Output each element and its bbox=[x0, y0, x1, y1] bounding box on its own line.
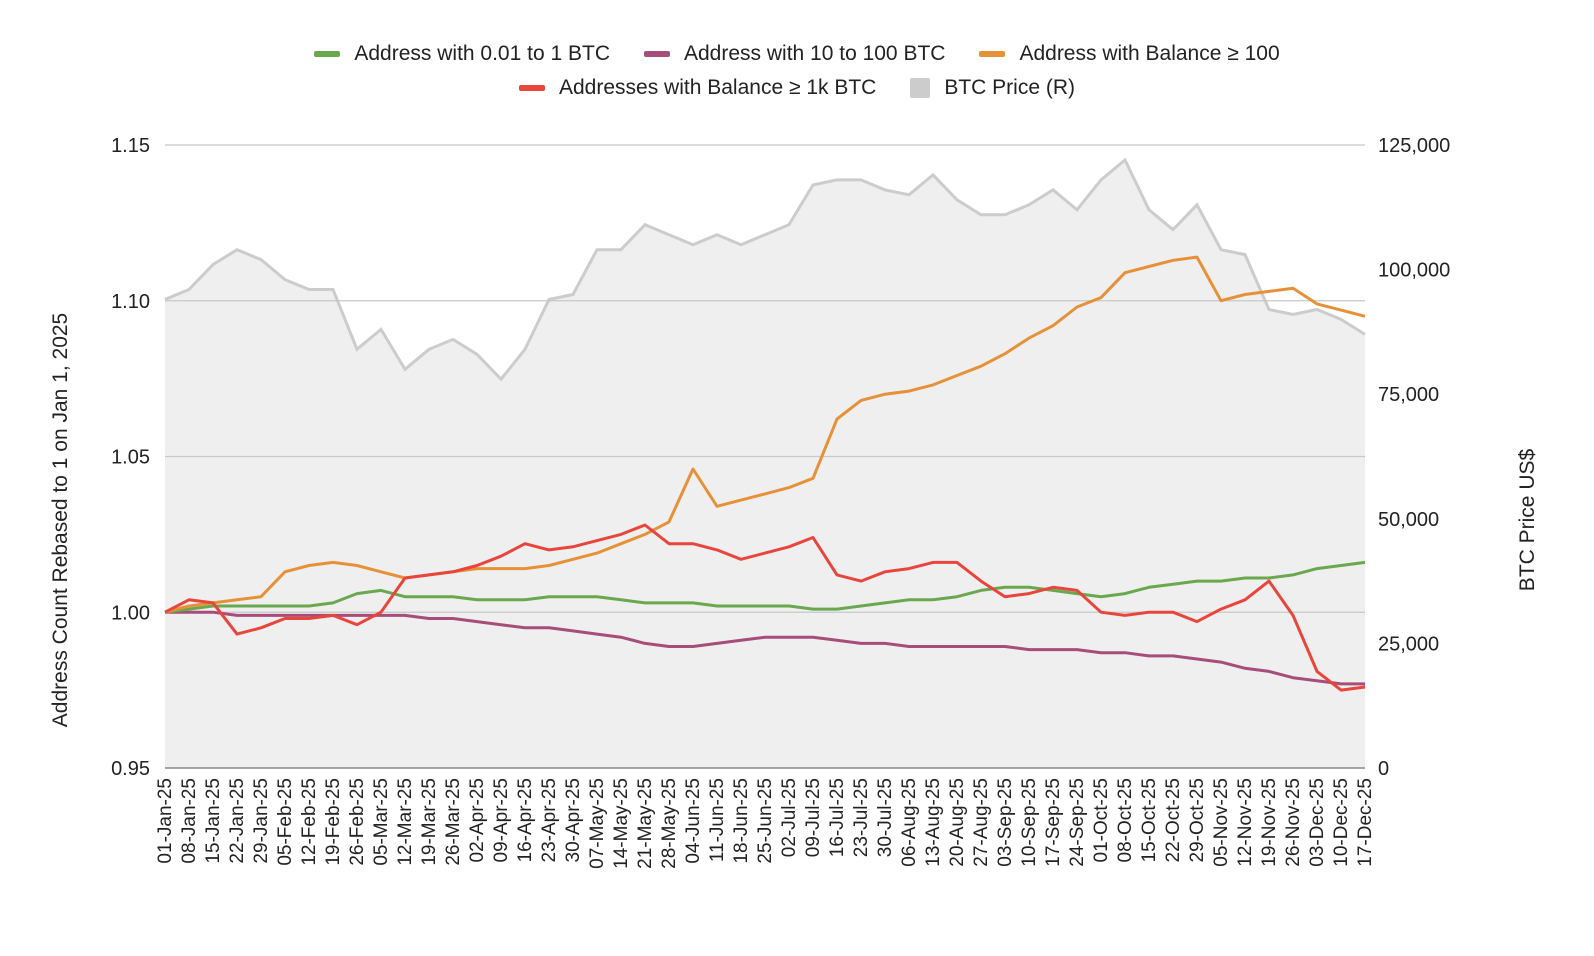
x-tick-label: 17-Dec-25 bbox=[1355, 778, 1376, 867]
x-tick-label: 23-Apr-25 bbox=[539, 778, 560, 863]
legend-item-btc-price: BTC Price (R) bbox=[910, 76, 1075, 100]
right-tick-label: 50,000 bbox=[1378, 509, 1439, 531]
right-axis-ticks: 0 25,000 50,000 75,000 100,000 125,000 bbox=[1378, 135, 1450, 780]
legend-swatch-mid-holders bbox=[643, 51, 670, 57]
x-tick-label: 25-Jun-25 bbox=[755, 778, 776, 864]
x-tick-label: 12-Nov-25 bbox=[1235, 778, 1256, 867]
x-tick-label: 19-Nov-25 bbox=[1259, 778, 1280, 867]
x-tick-label: 24-Sep-25 bbox=[1067, 778, 1088, 867]
legend: Address with 0.01 to 1 BTC Address with … bbox=[0, 42, 1594, 110]
btc-price-line bbox=[164, 157, 1366, 382]
x-tick-label: 08-Jan-25 bbox=[179, 778, 200, 864]
legend-label-btc-price: BTC Price (R) bbox=[944, 76, 1075, 99]
x-axis-ticks: 01-Jan-25 08-Jan-25 15-Jan-25 22-Jan-25 29-J… bbox=[155, 778, 1376, 869]
x-tick-label: 05-Mar-25 bbox=[371, 778, 392, 866]
legend-swatch-small-holders bbox=[314, 51, 341, 57]
legend-label-100-holders: Address with Balance ≥ 100 bbox=[1019, 42, 1280, 65]
x-tick-label: 01-Oct-25 bbox=[1091, 778, 1112, 862]
right-tick-label: 25,000 bbox=[1378, 633, 1439, 655]
x-tick-label: 26-Nov-25 bbox=[1283, 778, 1304, 867]
x-tick-label: 08-Oct-25 bbox=[1115, 778, 1136, 862]
gridlines bbox=[165, 144, 1365, 769]
x-tick-label: 01-Jan-25 bbox=[155, 778, 176, 864]
legend-swatch-100-holders bbox=[979, 51, 1006, 57]
x-tick-label: 09-Apr-25 bbox=[491, 778, 512, 863]
x-tick-label: 16-Apr-25 bbox=[515, 778, 536, 863]
x-tick-label: 30-Jul-25 bbox=[875, 778, 896, 857]
series-line-3 bbox=[164, 523, 1366, 692]
x-tick-label: 15-Oct-25 bbox=[1139, 778, 1160, 862]
price-area-layer bbox=[164, 157, 1366, 768]
x-tick-label: 15-Jan-25 bbox=[203, 778, 224, 864]
x-tick-label: 11-Jun-25 bbox=[707, 778, 728, 862]
x-tick-label: 06-Aug-25 bbox=[899, 778, 920, 867]
series-line-0 bbox=[164, 560, 1366, 614]
x-tick-label: 02-Apr-25 bbox=[467, 778, 488, 863]
x-tick-label: 16-Jul-25 bbox=[827, 778, 848, 857]
x-tick-label: 28-May-25 bbox=[659, 778, 680, 869]
x-tick-label: 19-Mar-25 bbox=[419, 778, 440, 866]
legend-item-100-holders: Address with Balance ≥ 100 bbox=[979, 42, 1280, 66]
x-tick-label: 03-Sep-25 bbox=[995, 778, 1016, 867]
legend-label-1k-holders: Addresses with Balance ≥ 1k BTC bbox=[559, 76, 877, 99]
x-tick-label: 29-Oct-25 bbox=[1187, 778, 1208, 862]
x-tick-label: 12-Mar-25 bbox=[395, 778, 416, 866]
right-tick-label: 75,000 bbox=[1378, 384, 1439, 406]
right-tick-label: 0 bbox=[1378, 758, 1389, 780]
left-tick-label: 0.95 bbox=[111, 758, 150, 780]
x-tick-label: 22-Jan-25 bbox=[227, 778, 248, 864]
legend-row-2: Addresses with Balance ≥ 1k BTC BTC Pric… bbox=[0, 76, 1594, 100]
btc-price-area bbox=[165, 160, 1365, 768]
x-tick-label: 22-Oct-25 bbox=[1163, 778, 1184, 862]
x-tick-label: 30-Apr-25 bbox=[563, 778, 584, 863]
legend-item-mid-holders: Address with 10 to 100 BTC bbox=[643, 42, 946, 66]
x-tick-label: 29-Jan-25 bbox=[251, 778, 272, 864]
legend-item-small-holders: Address with 0.01 to 1 BTC bbox=[314, 42, 610, 66]
x-tick-label: 26-Mar-25 bbox=[443, 778, 464, 866]
series-line-2 bbox=[164, 255, 1366, 614]
x-tick-label: 05-Nov-25 bbox=[1211, 778, 1232, 867]
right-tick-label: 100,000 bbox=[1378, 260, 1450, 282]
left-tick-label: 1.00 bbox=[111, 602, 150, 624]
right-tick-label: 125,000 bbox=[1378, 135, 1450, 157]
legend-swatch-1k-holders bbox=[519, 85, 545, 91]
x-tick-label: 21-May-25 bbox=[635, 778, 656, 869]
legend-label-mid-holders: Address with 10 to 100 BTC bbox=[683, 42, 946, 65]
right-axis-title: BTC Price US$ bbox=[1516, 449, 1539, 592]
left-axis-ticks: 0.95 1.00 1.05 1.10 1.15 bbox=[111, 135, 150, 780]
x-tick-label: 05-Feb-25 bbox=[275, 778, 296, 866]
legend-item-1k-holders: Addresses with Balance ≥ 1k BTC bbox=[519, 76, 876, 100]
x-tick-label: 19-Feb-25 bbox=[323, 778, 344, 866]
legend-label-small-holders: Address with 0.01 to 1 BTC bbox=[354, 42, 610, 65]
x-tick-label: 20-Aug-25 bbox=[947, 778, 968, 867]
x-tick-label: 03-Dec-25 bbox=[1307, 778, 1328, 867]
x-tick-label: 23-Jul-25 bbox=[851, 778, 872, 857]
left-tick-label: 1.10 bbox=[111, 291, 150, 313]
x-tick-label: 27-Aug-25 bbox=[971, 778, 992, 867]
x-tick-label: 14-May-25 bbox=[611, 778, 632, 869]
series-line-1 bbox=[165, 610, 1365, 686]
x-tick-label: 07-May-25 bbox=[587, 778, 608, 869]
x-tick-label: 26-Feb-25 bbox=[347, 778, 368, 866]
series-lines bbox=[164, 255, 1366, 692]
left-tick-label: 1.15 bbox=[111, 135, 150, 157]
x-tick-label: 13-Aug-25 bbox=[923, 778, 944, 867]
left-tick-label: 1.05 bbox=[111, 447, 150, 469]
x-tick-label: 10-Dec-25 bbox=[1331, 778, 1352, 867]
legend-swatch-btc-price bbox=[910, 78, 931, 98]
x-tick-label: 04-Jun-25 bbox=[683, 778, 704, 864]
x-tick-label: 18-Jun-25 bbox=[731, 778, 752, 864]
x-tick-label: 17-Sep-25 bbox=[1043, 778, 1064, 867]
legend-row-1: Address with 0.01 to 1 BTC Address with … bbox=[0, 42, 1594, 66]
x-tick-label: 10-Sep-25 bbox=[1019, 778, 1040, 867]
left-axis-title: Address Count Rebased to 1 on Jan 1, 202… bbox=[49, 313, 72, 727]
x-tick-label: 02-Jul-25 bbox=[779, 778, 800, 857]
x-tick-label: 12-Feb-25 bbox=[299, 778, 320, 866]
x-tick-label: 09-Jul-25 bbox=[803, 778, 824, 857]
